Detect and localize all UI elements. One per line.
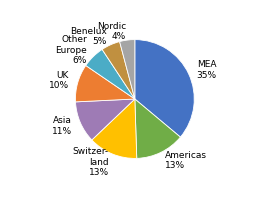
Text: Americas
13%: Americas 13% (165, 151, 207, 170)
Text: MEA
35%: MEA 35% (197, 60, 217, 80)
Text: UK
10%: UK 10% (49, 71, 69, 90)
Text: Other
Europe
6%: Other Europe 6% (55, 35, 87, 65)
Wedge shape (76, 99, 135, 140)
Wedge shape (120, 40, 135, 99)
Wedge shape (135, 40, 194, 137)
Wedge shape (135, 99, 180, 158)
Wedge shape (86, 50, 135, 99)
Wedge shape (92, 99, 137, 158)
Text: Nordic
4%: Nordic 4% (97, 22, 126, 41)
Text: Asia
11%: Asia 11% (52, 116, 72, 136)
Wedge shape (102, 42, 135, 99)
Text: Switzer-
land
13%: Switzer- land 13% (73, 147, 109, 177)
Text: Benelux
5%: Benelux 5% (70, 27, 107, 46)
Wedge shape (76, 66, 135, 102)
